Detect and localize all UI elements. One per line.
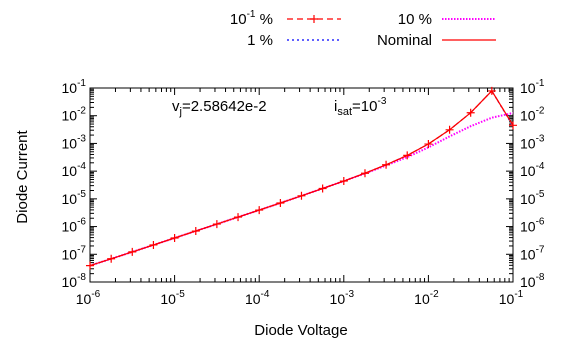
- annotations: vj=2.58642e-2 isat=10-3: [172, 96, 387, 118]
- series-point-marker: [382, 160, 391, 169]
- y-tick-label-left: 10-6: [62, 217, 87, 235]
- x-axis-title: Diode Voltage: [254, 322, 347, 339]
- y-tick-label-right: 10-8: [520, 272, 545, 290]
- axis-ticks: 10-6 10-5 10-4 10-3 10-2 10-110-8 10-810-7 10-7…: [62, 78, 545, 307]
- legend-label: 1 %: [247, 32, 273, 49]
- y-tick-label-right: 10-6: [520, 217, 545, 235]
- series-point-marker: [170, 233, 179, 242]
- series-point-marker: [149, 240, 158, 249]
- series-point-marker: [107, 254, 116, 263]
- x-tick-label: 10-2: [414, 289, 439, 307]
- x-tick-label: 10-6: [76, 289, 101, 307]
- series-point-marker: [234, 213, 243, 222]
- x-tick-label: 10-3: [330, 289, 355, 307]
- series-point-marker: [297, 191, 306, 200]
- series-line-1: [90, 89, 513, 267]
- series-point-marker: [255, 206, 264, 215]
- y-tick-label-left: 10-5: [62, 189, 87, 207]
- series-point-marker: [424, 140, 433, 149]
- series-point-marker: [487, 86, 496, 95]
- series-point-marker: [509, 121, 517, 130]
- legend-label: 10 %: [398, 11, 432, 28]
- y-tick-label-left: 10-7: [62, 244, 87, 262]
- y-tick-label-left: 10-8: [62, 272, 87, 290]
- legend-label: Nominal: [377, 32, 432, 49]
- isat-annotation: isat=10-3: [334, 96, 387, 118]
- x-tick-label: 10-5: [160, 289, 185, 307]
- y-tick-label-right: 10-7: [520, 244, 545, 262]
- series-point-marker: [128, 247, 137, 256]
- series-line-0: [90, 89, 513, 267]
- plot-area: [89, 87, 514, 283]
- series-point-marker: [191, 227, 200, 236]
- y-axis-title: Diode Current: [14, 129, 31, 223]
- series-point-marker: [466, 108, 475, 117]
- x-tick-label: 10-1: [499, 289, 524, 307]
- series-layer: [86, 86, 517, 270]
- y-tick-label-right: 10-2: [520, 106, 545, 124]
- y-tick-label-right: 10-1: [520, 78, 545, 96]
- y-tick-label-left: 10-1: [62, 78, 87, 96]
- series-point-marker: [445, 125, 454, 134]
- series-point-marker: [403, 151, 412, 160]
- series-line-3: [90, 89, 513, 267]
- series-point-marker: [212, 220, 221, 229]
- x-tick-label: 10-4: [245, 289, 270, 307]
- y-tick-label-right: 10-5: [520, 189, 545, 207]
- y-tick-label-left: 10-3: [62, 133, 87, 151]
- y-tick-label-left: 10-4: [62, 161, 87, 179]
- series-point-marker: [86, 261, 94, 270]
- y-tick-label-right: 10-4: [520, 161, 545, 179]
- legend: 10-1 % 1 % 10 % Nominal: [230, 9, 496, 49]
- y-tick-label-left: 10-2: [62, 106, 87, 124]
- series-point-marker: [360, 169, 369, 178]
- plot-border: [89, 87, 514, 283]
- y-tick-label-right: 10-3: [520, 133, 545, 151]
- vj-annotation: vj=2.58642e-2: [172, 98, 267, 118]
- series-point-marker: [276, 198, 285, 207]
- legend-label: 10-1 %: [230, 9, 273, 28]
- series-point-marker: [318, 184, 327, 193]
- legend-marker: [310, 15, 318, 23]
- series-point-marker: [339, 177, 348, 186]
